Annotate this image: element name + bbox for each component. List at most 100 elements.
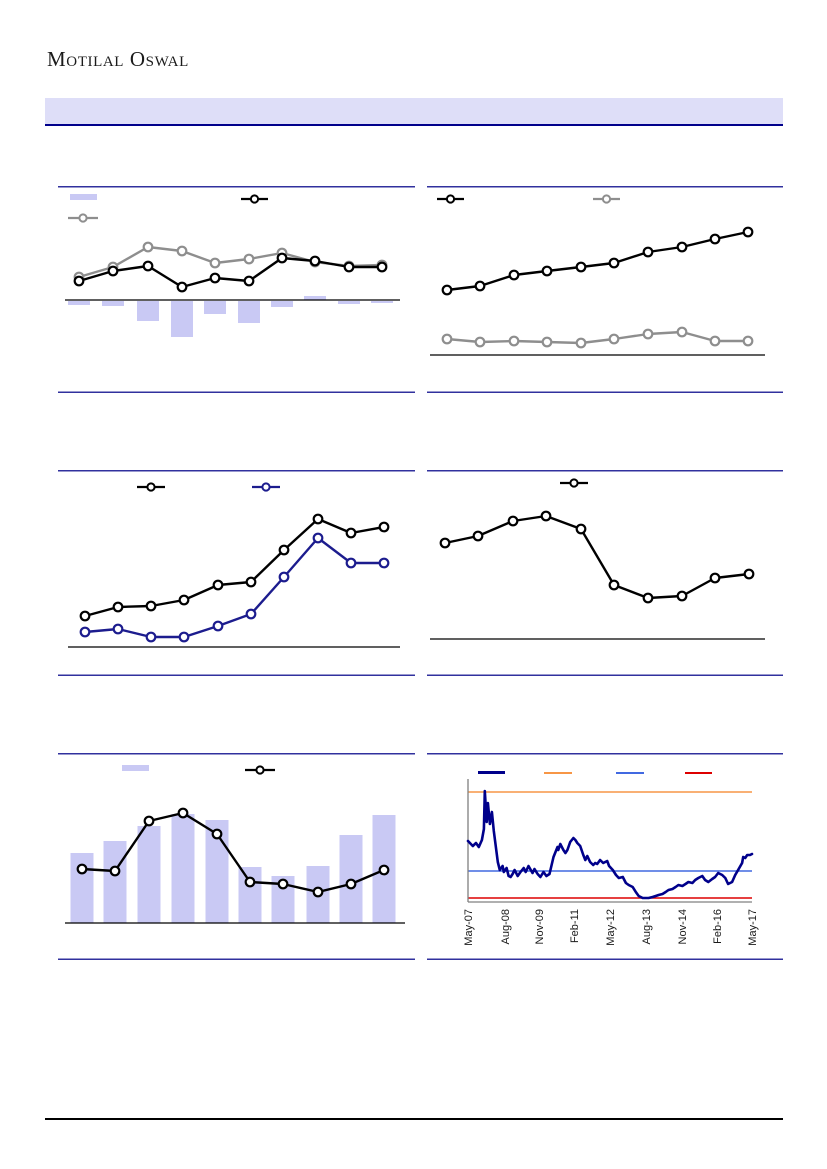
footer-rule: [45, 1118, 783, 1120]
data-point-marker: [178, 631, 190, 643]
data-point-marker: [112, 601, 124, 613]
legend: [478, 771, 712, 774]
data-point-marker: [474, 336, 486, 348]
data-point-marker: [472, 530, 484, 542]
data-point-marker: [176, 281, 188, 293]
data-point-marker: [176, 245, 188, 257]
bar: [204, 301, 226, 314]
chart-panel-4: [427, 470, 783, 676]
data-point-marker: [676, 241, 688, 253]
series-navy: [79, 532, 390, 643]
legend: [137, 482, 280, 492]
legend: [68, 194, 268, 223]
data-point-marker: [541, 336, 553, 348]
bar: [338, 301, 360, 304]
data-point-marker: [742, 226, 754, 238]
data-point-marker: [608, 333, 620, 345]
data-point-marker: [378, 521, 390, 533]
data-point-marker: [709, 335, 721, 347]
chart-4-canvas: [427, 470, 783, 676]
data-point-marker: [742, 335, 754, 347]
x-tick-label: Nov-09: [534, 909, 546, 944]
bar: [238, 867, 262, 923]
data-point-marker: [540, 510, 552, 522]
chart-2-canvas: [427, 186, 783, 393]
panel-border-lines: [58, 186, 415, 393]
data-point-marker: [642, 592, 654, 604]
chart-panel-5: [58, 753, 415, 960]
chart-panel-1: [58, 186, 415, 393]
chart-panel-2: [427, 186, 783, 393]
data-point-marker: [642, 328, 654, 340]
panel-border-lines: [427, 753, 783, 960]
data-point-marker: [145, 600, 157, 612]
bar: [137, 301, 159, 321]
data-point-marker: [278, 544, 290, 556]
chart-panel-3: [58, 470, 415, 676]
data-point-marker: [676, 326, 688, 338]
chart-1-canvas: [58, 186, 415, 393]
data-point-marker: [575, 261, 587, 273]
data-point-marker: [277, 878, 289, 890]
data-point-marker: [508, 269, 520, 281]
data-point-marker: [608, 579, 620, 591]
bar: [304, 296, 326, 300]
data-point-marker: [245, 576, 257, 588]
data-point-marker: [345, 557, 357, 569]
data-point-marker: [743, 568, 755, 580]
data-point-marker: [474, 280, 486, 292]
data-point-marker: [212, 620, 224, 632]
legend: [560, 478, 588, 488]
legend-line-swatch: [685, 772, 712, 774]
data-point-marker: [76, 863, 88, 875]
panel-border-lines: [58, 470, 415, 676]
data-point-marker: [145, 631, 157, 643]
data-point-marker: [178, 594, 190, 606]
chart-3-canvas: [58, 470, 415, 676]
bar: [70, 853, 94, 923]
data-point-marker: [507, 515, 519, 527]
data-point-marker: [211, 828, 223, 840]
bar: [68, 301, 90, 305]
series-gray: [441, 326, 754, 349]
chart-5-canvas: [58, 753, 415, 960]
data-point-marker: [79, 626, 91, 638]
data-point-marker: [642, 246, 654, 258]
data-point-marker: [309, 255, 321, 267]
x-tick-label: May-17: [747, 909, 759, 946]
data-point-marker: [312, 532, 324, 544]
data-point-marker: [575, 523, 587, 535]
legend-marker-icon: [249, 194, 260, 204]
data-point-marker: [177, 807, 189, 819]
data-point-marker: [345, 878, 357, 890]
bar: [171, 301, 193, 337]
legend-marker-icon: [445, 194, 456, 204]
bar: [205, 820, 229, 923]
data-point-marker: [376, 261, 388, 273]
legend-bar-swatch: [70, 194, 97, 200]
series-black: [441, 226, 754, 296]
panel-border-lines: [58, 753, 415, 960]
brand-logo: Motilal Oswal: [47, 47, 189, 71]
x-tick-label: May-12: [605, 909, 617, 946]
title-banner: [45, 98, 783, 126]
bars-series: [68, 296, 393, 337]
pe-series-line: [466, 789, 754, 900]
data-point-marker: [243, 253, 255, 265]
legend-marker-icon: [78, 213, 88, 223]
data-point-marker: [312, 886, 324, 898]
data-point-marker: [378, 864, 390, 876]
data-point-marker: [345, 527, 357, 539]
series-gray: [73, 241, 388, 283]
data-point-marker: [709, 572, 721, 584]
chart-6-canvas: May-07 Aug-08 Nov-09 Feb-11 May-12 Aug-13 Nov-…: [427, 753, 783, 960]
legend-line-swatch: [544, 772, 572, 774]
x-tick-label: Nov-14: [677, 909, 689, 944]
series-black: [73, 252, 388, 293]
bar: [371, 301, 393, 303]
bar: [238, 301, 260, 323]
data-point-marker: [541, 265, 553, 277]
data-point-marker: [276, 252, 288, 264]
data-point-marker: [441, 333, 453, 345]
